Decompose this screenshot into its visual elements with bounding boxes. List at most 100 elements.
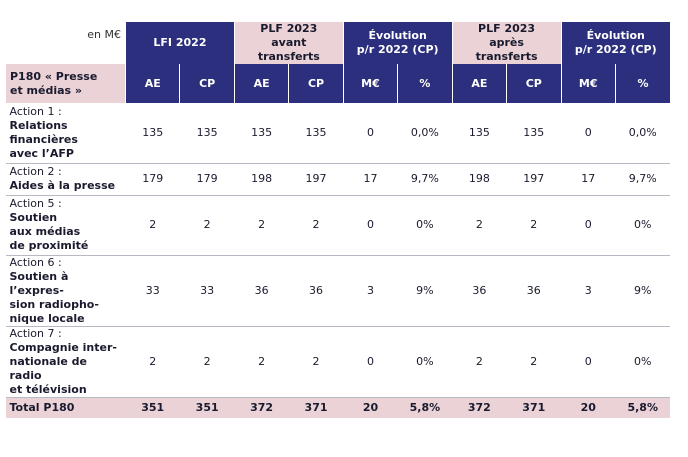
cell: 135: [288, 103, 344, 164]
total-cell: 372: [452, 397, 507, 418]
row-label: Action 7 : Compagnie inter- nationale de…: [5, 326, 126, 398]
cell: 0: [561, 326, 616, 398]
header-row: en M€ LFI 2022 PLF 2023 avant transferts Év…: [6, 22, 670, 64]
cell: 36: [288, 255, 344, 327]
cell: 135: [234, 103, 289, 164]
group-header: PLF 2023 avant transferts: [233, 22, 344, 64]
cell: 17: [343, 163, 398, 196]
cell: 135: [125, 103, 180, 164]
cell: 2: [125, 195, 180, 256]
unit-label: en M€: [87, 28, 121, 41]
action-name: Compagnie inter- nationale de radio et t…: [9, 340, 117, 396]
cell: 3: [561, 255, 616, 327]
data-row: Action 6 : Soutien à l’expres- sion radi…: [5, 255, 670, 327]
group-header: Évolution p/r 2022 (CP): [560, 22, 670, 64]
cell: 9,7%: [615, 163, 670, 196]
cell: 0%: [397, 326, 453, 398]
cell: 9%: [615, 255, 670, 327]
cell: 0,0%: [615, 103, 670, 164]
cell: 2: [288, 195, 344, 256]
cell: 197: [506, 163, 561, 196]
action-name: Soutien aux médias de proximité: [9, 211, 89, 252]
cell: 33: [179, 255, 235, 327]
cell: 0: [561, 195, 616, 256]
action-number: Action 7 :: [9, 326, 62, 340]
cell: 0,0%: [397, 103, 453, 164]
subheader: %: [614, 64, 670, 103]
cell: 198: [452, 163, 507, 196]
subheader: CP: [506, 64, 561, 103]
row-label: Action 6 : Soutien à l’expres- sion radi…: [5, 255, 126, 327]
row-label: Action 1 : Relations financières avec l’…: [5, 103, 126, 164]
cell: 179: [179, 163, 235, 196]
total-row: Total P180 351 351 372 371 20 5,8% 372 371 20 5,8%: [5, 397, 670, 418]
subheader: CP: [288, 64, 344, 103]
group-header: Évolution p/r 2022 (CP): [342, 22, 453, 64]
cell: 2: [234, 326, 289, 398]
action-number: Action 1 :: [9, 104, 62, 118]
cell: 33: [125, 255, 180, 327]
action-number: Action 5 :: [9, 197, 62, 210]
cell: 2: [234, 195, 289, 256]
cell: 2: [179, 195, 235, 256]
cell: 135: [506, 103, 561, 164]
cell: 36: [234, 255, 289, 327]
action-number: Action 6 :: [9, 255, 62, 269]
group-header: PLF 2023 après transferts: [451, 22, 561, 64]
budget-table: en M€ LFI 2022 PLF 2023 avant transferts Év…: [5, 22, 670, 418]
total-cell: 351: [125, 397, 180, 418]
cell: 36: [506, 255, 561, 327]
cell: 0: [343, 195, 398, 256]
cell: 179: [125, 163, 180, 196]
cell: 135: [452, 103, 507, 164]
cell: 2: [179, 326, 235, 398]
total-cell: 5,8%: [397, 397, 453, 418]
cell: 0: [561, 103, 616, 164]
data-row: Action 1 : Relations financières avec l’…: [5, 103, 670, 164]
cell: 0%: [615, 326, 670, 398]
cell: 9%: [397, 255, 453, 327]
subheader: CP: [179, 64, 235, 103]
cell: 2: [288, 326, 344, 398]
total-cell: 20: [561, 397, 616, 418]
data-row: Action 7 : Compagnie inter- nationale de…: [5, 326, 670, 398]
total-cell: 371: [288, 397, 344, 418]
cell: 2: [452, 195, 507, 256]
row-label: Action 2 : Aides à la presse: [5, 163, 126, 196]
total-cell: 372: [234, 397, 289, 418]
subheader: AE: [233, 64, 289, 103]
total-cell: 371: [506, 397, 561, 418]
cell: 135: [179, 103, 235, 164]
cell: 9,7%: [397, 163, 453, 196]
action-name: Soutien à l’expres- sion radiopho- nique…: [9, 269, 99, 325]
cell: 2: [506, 195, 561, 256]
cell: 0%: [397, 195, 453, 256]
subheader-row: P180 « Presse et médias » AE CP AE CP M€% AE CP…: [5, 64, 670, 103]
cell: 2: [506, 326, 561, 398]
cell: 2: [125, 326, 180, 398]
action-number: Action 2 :: [9, 165, 62, 178]
cell: 198: [234, 163, 289, 196]
total-cell: 5,8%: [615, 397, 670, 418]
total-cell: 20: [343, 397, 398, 418]
cell: 0: [343, 103, 398, 164]
total-label: Total P180: [5, 397, 126, 418]
action-name: Aides à la presse: [9, 179, 116, 192]
total-cell: 351: [179, 397, 235, 418]
cell: 36: [452, 255, 507, 327]
data-row: Action 2 : Aides à la presse 179 179 198 197…: [5, 163, 670, 196]
cell: 0%: [615, 195, 670, 256]
data-row: Action 5 : Soutien aux médias de proximi…: [5, 195, 670, 256]
action-name: Relations financières avec l’AFP: [9, 118, 78, 160]
cell: 197: [288, 163, 344, 196]
cell: 3: [343, 255, 398, 327]
subheader: AE: [124, 64, 180, 103]
group-header: LFI 2022: [125, 22, 235, 64]
row-label: Action 5 : Soutien aux médias de proximi…: [5, 195, 126, 256]
subheader: %: [397, 64, 453, 103]
cell: 0: [343, 326, 398, 398]
subheader: M€: [342, 64, 398, 103]
subheader: AE: [451, 64, 507, 103]
cell: 2: [452, 326, 507, 398]
